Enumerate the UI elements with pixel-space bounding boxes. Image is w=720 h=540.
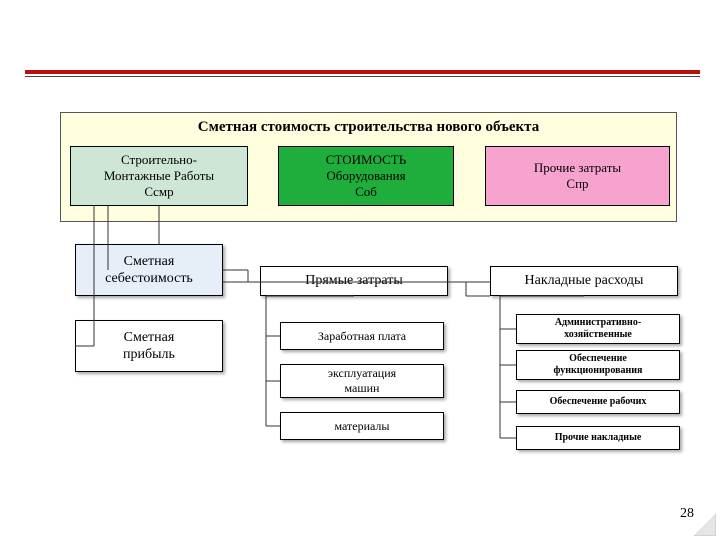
header-divider [25, 70, 700, 78]
box-misc-overhead: Прочие накладные [516, 426, 680, 450]
box-machines: эксплуатация машин [280, 364, 444, 398]
accent-bar [25, 70, 700, 74]
box-overhead: Накладные расходы [490, 266, 678, 296]
box-wage: Заработная плата [280, 322, 444, 350]
box-direct-costs: Прямые затраты [260, 266, 448, 296]
main-title: Сметная стоимость строительства нового о… [61, 119, 676, 136]
thin-rule [25, 76, 700, 77]
box-materials: материалы [280, 412, 444, 440]
box-admin: Административно- хозяйственные [516, 314, 680, 344]
box-estimate-cost: Сметная себестоимость [75, 244, 223, 296]
page-number: 28 [680, 506, 694, 522]
box-functioning: Обеспечение функционирования [516, 350, 680, 380]
box-estimate-profit: Сметная прибыль [75, 320, 223, 372]
box-smr: Строительно- Монтажные Работы Ссмр [70, 146, 248, 206]
box-other-costs: Прочие затраты Спр [485, 146, 670, 206]
box-equipment: СТОИМОСТЬ Оборудования Соб [278, 146, 454, 206]
corner-fold-icon [694, 514, 716, 536]
box-workers: Обеспечение рабочих [516, 390, 680, 414]
